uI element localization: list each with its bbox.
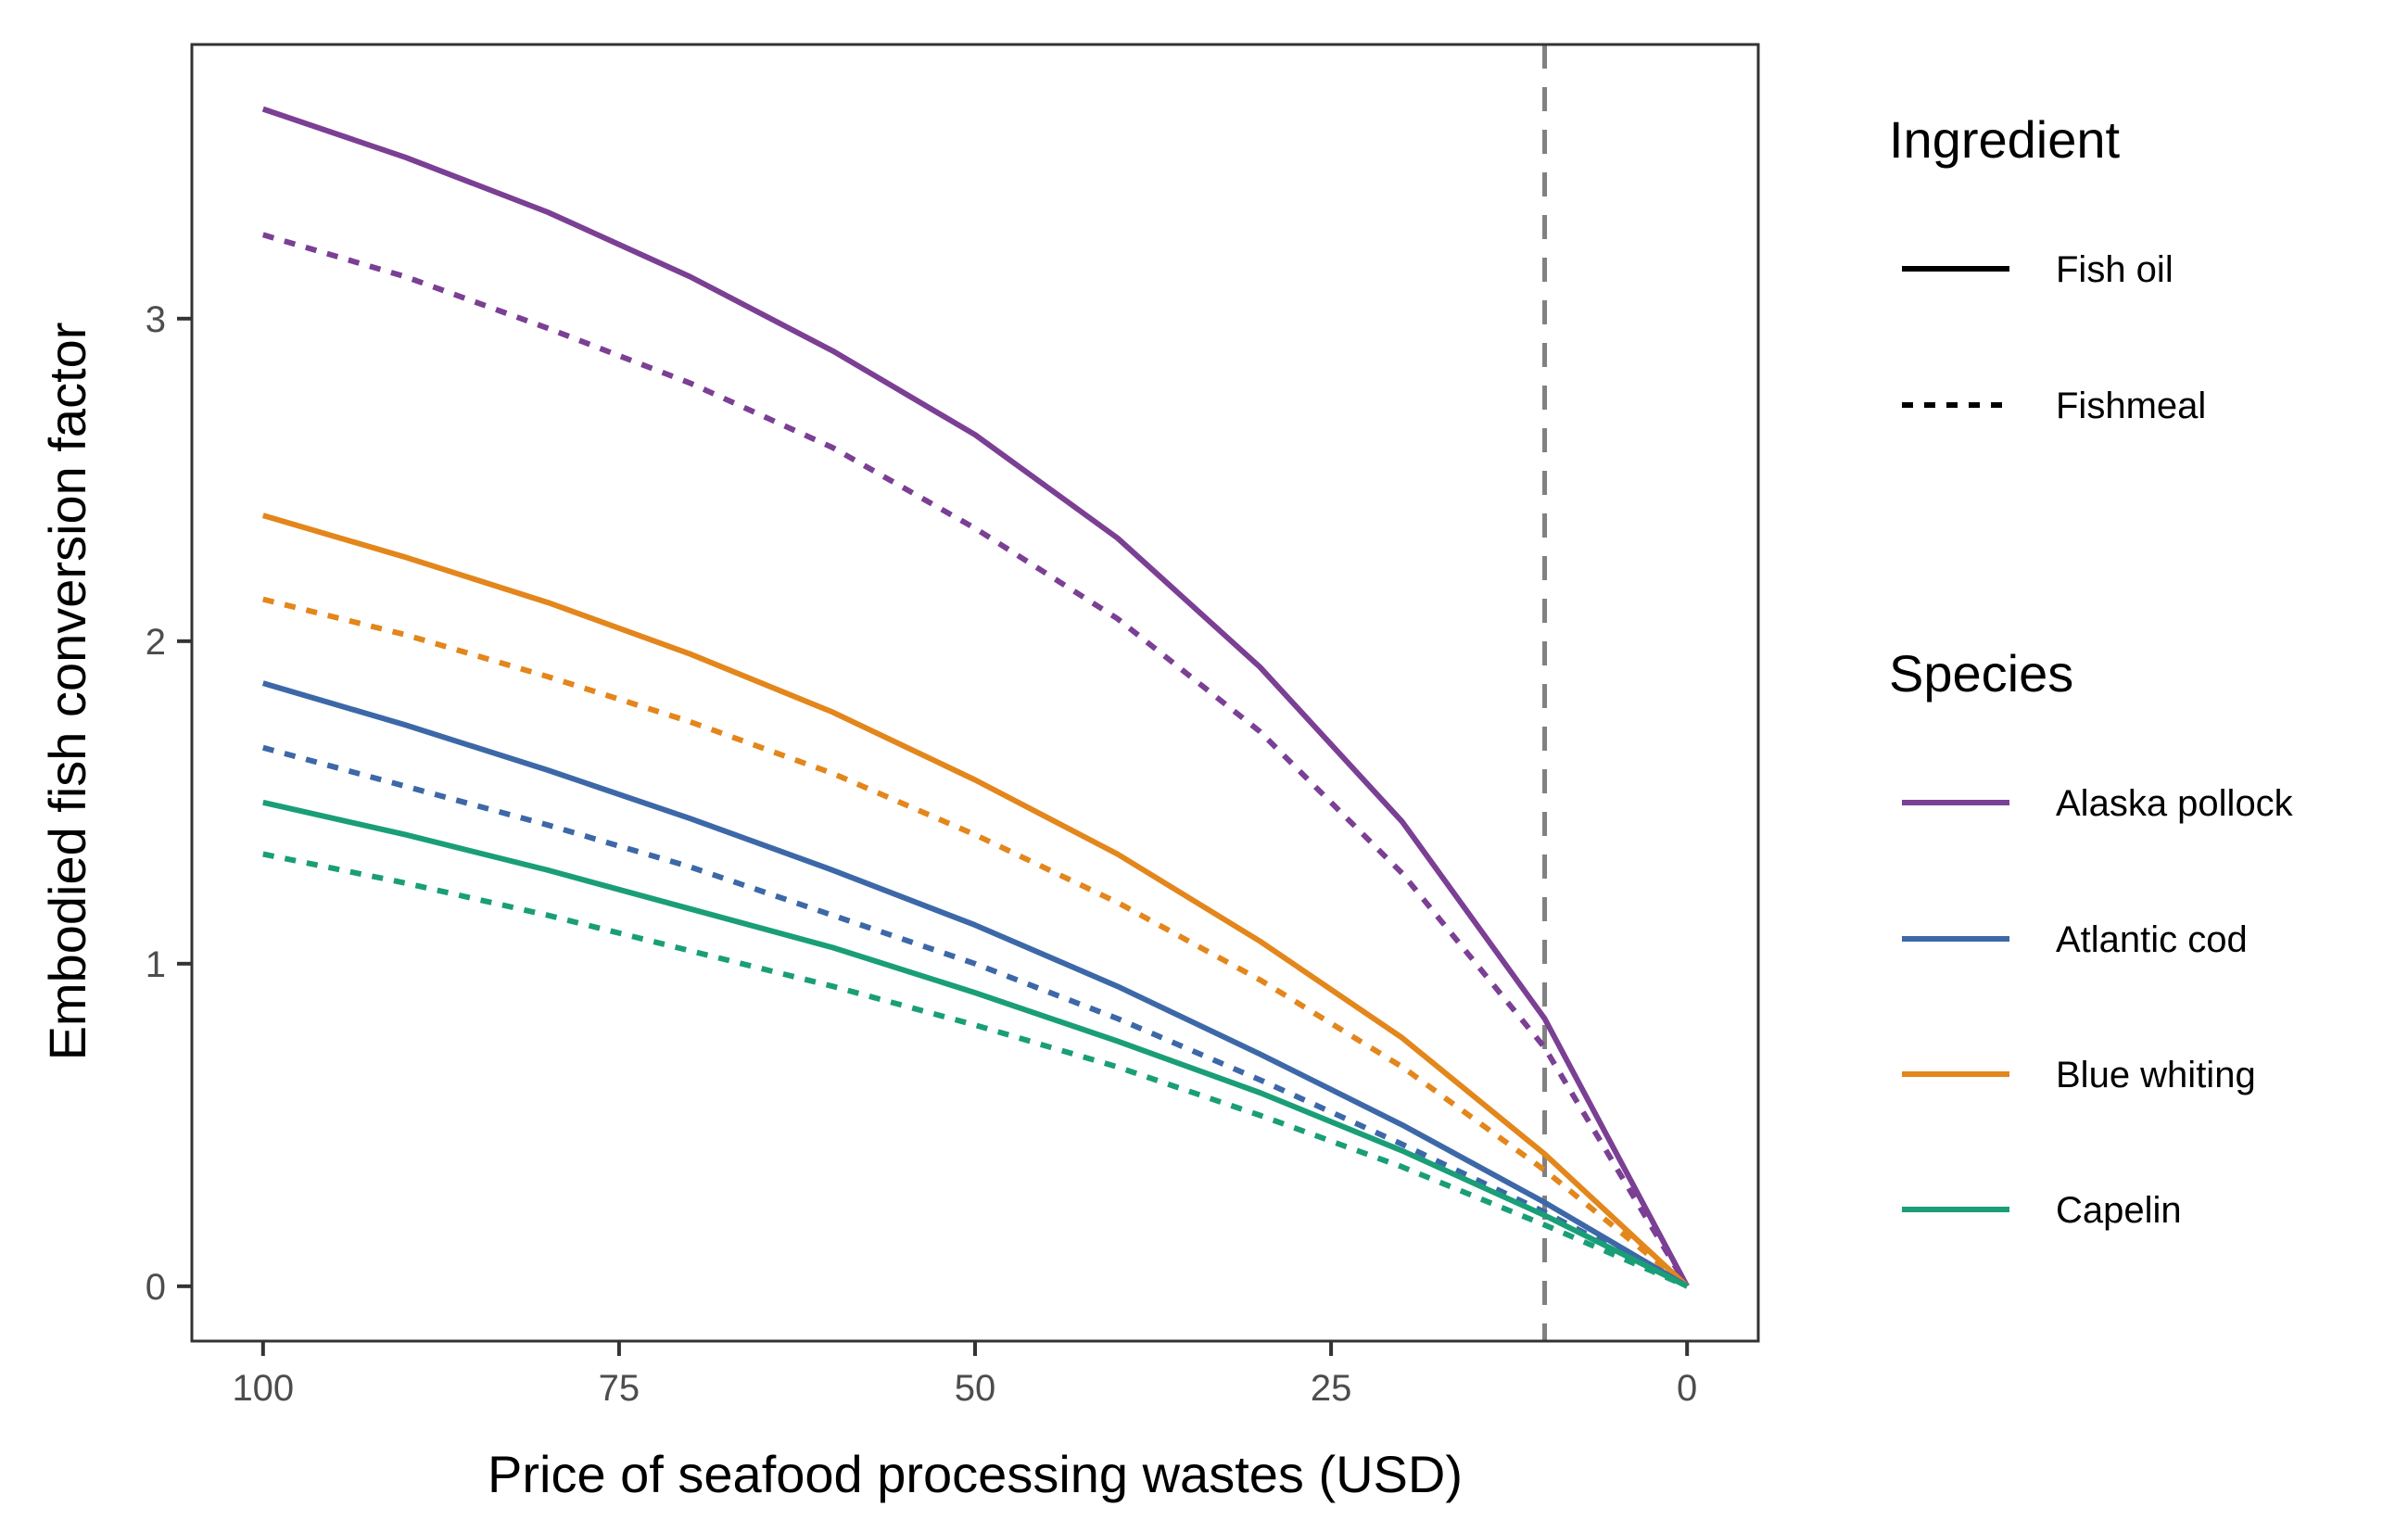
x-axis-title: Price of seafood processing wastes (USD) [488,1445,1463,1503]
series-line-blue-whiting-fishmeal [262,596,1690,1289]
y-tick-label: 0 [146,1267,166,1308]
series-line-alaska-pollock-fishmeal [261,232,1690,1288]
legend-ingredient-title: Ingredient [1889,110,2121,169]
series-line-alaska-pollock-fish-oil [261,106,1690,1288]
x-tick-label: 25 [1311,1368,1352,1409]
series-line-capelin-fish-oil [262,799,1689,1289]
y-axis: 0 1 2 3 [146,299,192,1308]
y-tick-label: 1 [146,944,166,985]
legend-label-capelin: Capelin [2056,1190,2182,1231]
x-axis: 100 75 50 25 0 [232,1341,1697,1409]
legend-label-alaska-pollock: Alaska pollock [2056,783,2294,824]
series-line-blue-whiting-fish-oil [261,513,1690,1288]
plot-area [190,43,1760,1343]
legend-label-fishmeal: Fishmeal [2056,386,2206,426]
y-tick-label: 3 [146,299,166,340]
series-line-capelin-fishmeal [262,851,1689,1289]
y-tick-label: 2 [146,622,166,663]
series-line-atlantic-cod-fishmeal [262,744,1689,1289]
legend-label-blue-whiting: Blue whiting [2056,1055,2256,1095]
x-tick-label: 100 [232,1368,294,1409]
legend-species-title: Species [1889,644,2073,703]
legend-label-atlantic-cod: Atlantic cod [2056,919,2248,960]
x-tick-label: 0 [1677,1368,1697,1409]
series-line-atlantic-cod-fish-oil [261,680,1689,1289]
legend: Ingredient Fish oil Fishmeal Species Ala… [1889,110,2294,1231]
x-tick-label: 50 [955,1368,996,1409]
y-axis-title: Embodied fish conversion factor [38,323,96,1061]
x-tick-label: 75 [599,1368,640,1409]
legend-label-fish-oil: Fish oil [2056,249,2174,290]
series-layer [261,106,1690,1289]
